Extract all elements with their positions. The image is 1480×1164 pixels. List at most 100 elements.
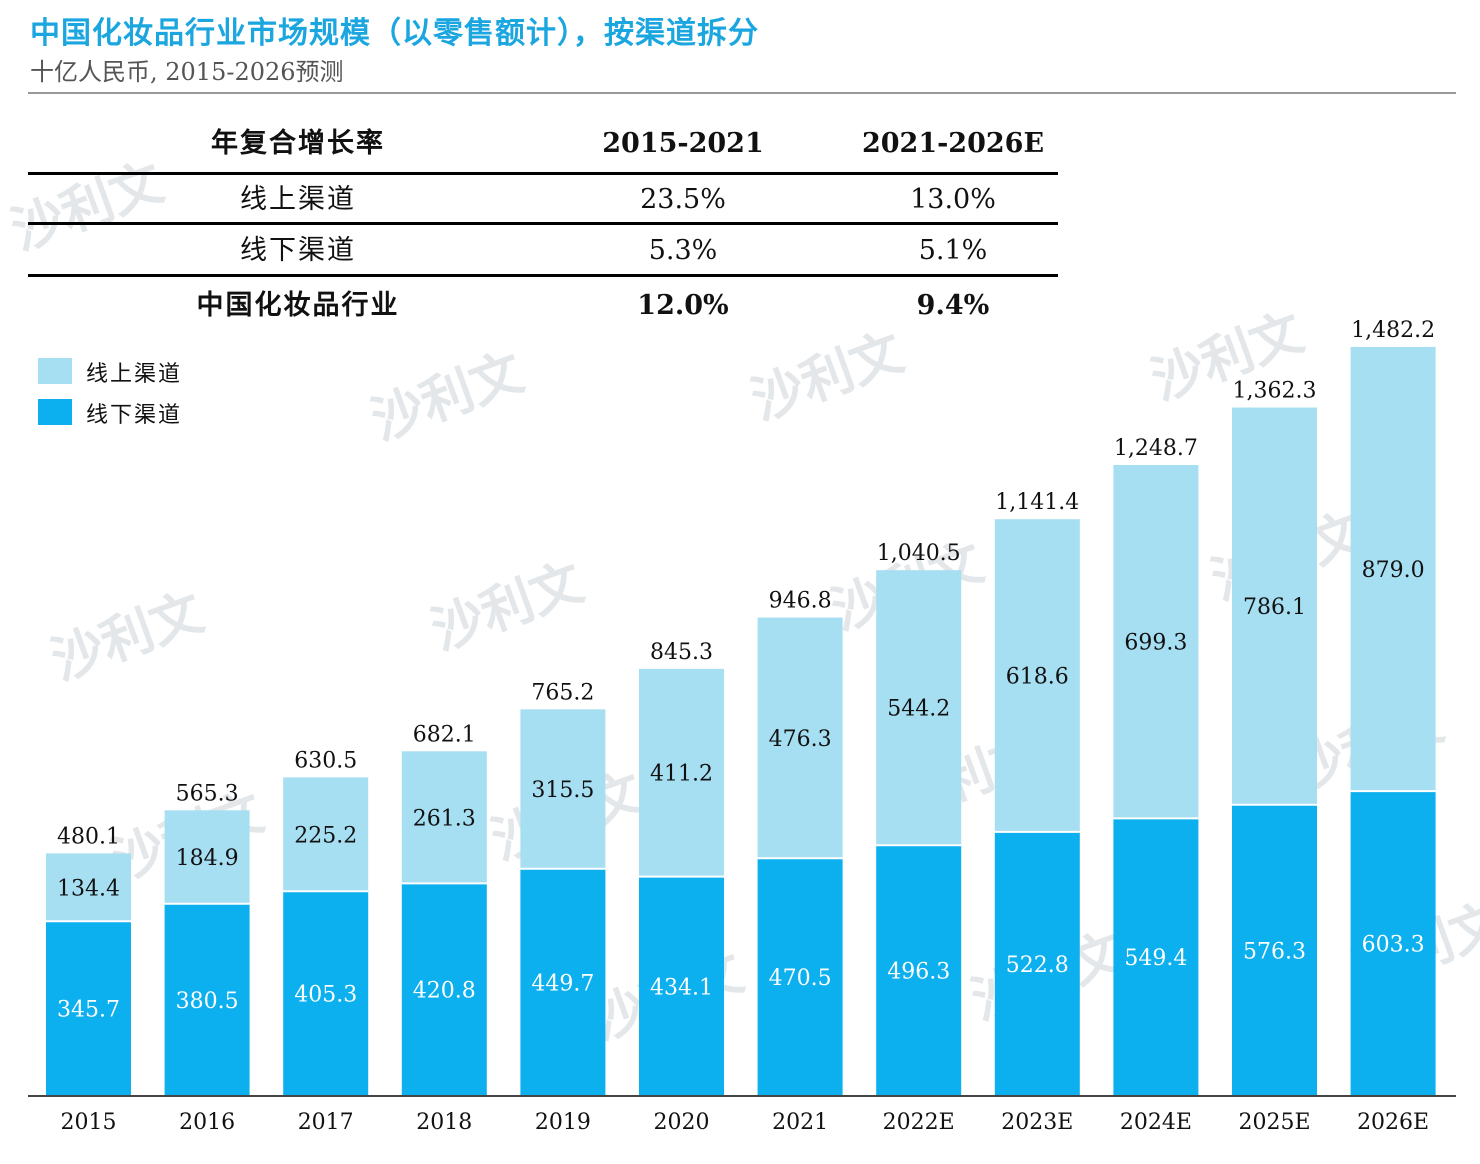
cagr-row-label: 线上渠道 — [240, 184, 356, 215]
cagr-row-total: 中国化妆品行业 12.0% 9.4% — [28, 280, 1058, 332]
online-value-label: 618.6 — [1006, 665, 1069, 690]
bar-offline — [994, 831, 1080, 1096]
offline-value-label: 449.7 — [531, 971, 594, 996]
cagr-header-period2: 2021-2026E — [861, 128, 1045, 159]
cagr-row-value: 5.3% — [648, 235, 718, 266]
bar-offline — [46, 921, 131, 1096]
bar-offline — [1113, 818, 1199, 1096]
total-value-label: 1,040.5 — [877, 541, 961, 566]
watermark-logo: 沙利文 — [424, 552, 591, 662]
bar-online — [520, 709, 606, 869]
online-value-label: 225.2 — [294, 823, 357, 848]
legend-swatch-offline — [38, 399, 72, 425]
online-value-label: 879.0 — [1362, 558, 1425, 583]
bar-offline — [164, 903, 250, 1096]
x-tick-label: 2020 — [654, 1110, 710, 1135]
x-tick-label: 2015 — [61, 1110, 117, 1135]
total-value-label: 1,482.2 — [1351, 318, 1435, 343]
total-value-label: 1,248.7 — [1114, 436, 1198, 461]
cagr-header-period1: 2015-2021 — [602, 128, 764, 159]
total-value-label: 682.1 — [413, 722, 476, 747]
cagr-row-value: 12.0% — [637, 290, 729, 321]
legend-label-online: 线上渠道 — [86, 362, 183, 387]
bar-online — [1350, 346, 1436, 792]
bar-online — [994, 519, 1080, 832]
cagr-header-row: 年复合增长率 2015-2021 2021-2026E — [28, 118, 1058, 170]
online-value-label: 699.3 — [1124, 631, 1187, 656]
bar-online — [401, 751, 487, 884]
table-divider — [28, 274, 1058, 277]
bar-offline — [1350, 791, 1436, 1096]
x-tick-label: 2025E — [1238, 1110, 1310, 1135]
x-tick-label: 2019 — [535, 1110, 591, 1135]
bar-offline — [1232, 804, 1317, 1096]
table-divider — [28, 222, 1058, 225]
offline-value-label: 434.1 — [650, 975, 713, 1000]
bar-offline — [876, 845, 962, 1096]
bar-online — [876, 570, 962, 846]
offline-value-label: 380.5 — [176, 989, 239, 1014]
total-value-label: 630.5 — [294, 748, 357, 773]
bar-online — [757, 617, 843, 859]
x-tick-label: 2023E — [1001, 1110, 1073, 1135]
cagr-header-label: 年复合增长率 — [211, 128, 385, 159]
bar-online — [639, 668, 724, 877]
cagr-row-online: 线上渠道 23.5% 13.0% — [28, 174, 1058, 226]
cagr-row-label: 中国化妆品行业 — [196, 290, 400, 321]
chart-subtitle: 十亿人民币, 2015-2026预测 — [30, 58, 344, 86]
watermark-logo: 沙利文 — [44, 582, 211, 692]
legend-label-offline: 线下渠道 — [86, 403, 183, 428]
offline-value-label: 420.8 — [413, 979, 476, 1004]
cagr-row-value: 13.0% — [910, 184, 996, 215]
total-value-label: 845.3 — [650, 640, 713, 665]
bar-offline — [283, 891, 369, 1096]
offline-value-label: 496.3 — [887, 960, 950, 985]
x-tick-label: 2024E — [1120, 1110, 1192, 1135]
total-value-label: 946.8 — [769, 589, 832, 614]
offline-value-label: 576.3 — [1243, 939, 1306, 964]
bar-online — [1232, 407, 1317, 805]
total-value-label: 565.3 — [176, 781, 239, 806]
online-value-label: 134.4 — [57, 876, 120, 901]
bar-online — [1113, 464, 1199, 819]
total-value-label: 765.2 — [531, 680, 594, 705]
x-tick-label: 2026E — [1357, 1110, 1429, 1135]
cagr-row-offline: 线下渠道 5.3% 5.1% — [28, 225, 1058, 277]
total-value-label: 480.1 — [57, 824, 120, 849]
online-value-label: 544.2 — [887, 697, 950, 722]
x-tick-label: 2022E — [883, 1110, 955, 1135]
legend-swatch-online — [38, 358, 72, 384]
bar-online — [164, 810, 250, 904]
offline-value-label: 405.3 — [294, 983, 357, 1008]
cagr-row-value: 23.5% — [640, 184, 726, 215]
bar-offline — [757, 858, 843, 1096]
x-tick-label: 2018 — [416, 1110, 472, 1135]
cagr-row-value: 5.1% — [918, 235, 988, 266]
watermark-logo: 沙利文 — [744, 322, 911, 432]
table-divider — [28, 172, 1058, 175]
title-divider — [28, 92, 1456, 94]
offline-value-label: 549.4 — [1124, 946, 1187, 971]
offline-value-label: 603.3 — [1362, 933, 1425, 958]
bar-offline — [520, 868, 606, 1096]
x-tick-label: 2021 — [772, 1110, 828, 1135]
bar-offline — [401, 883, 487, 1096]
offline-value-label: 522.8 — [1006, 953, 1069, 978]
bar-offline — [639, 876, 724, 1096]
online-value-label: 315.5 — [531, 778, 594, 803]
online-value-label: 184.9 — [176, 846, 239, 871]
chart-title: 中国化妆品行业市场规模（以零售额计），按渠道拆分 — [30, 16, 759, 51]
cagr-row-value: 9.4% — [916, 290, 990, 321]
online-value-label: 786.1 — [1243, 595, 1306, 620]
total-value-label: 1,362.3 — [1233, 379, 1317, 404]
online-value-label: 476.3 — [769, 727, 832, 752]
cagr-row-label: 线下渠道 — [240, 235, 356, 266]
bar-online — [283, 777, 369, 892]
x-tick-label: 2016 — [179, 1110, 235, 1135]
offline-value-label: 470.5 — [769, 966, 832, 991]
watermark-logo: 沙利文 — [364, 342, 531, 452]
offline-value-label: 345.7 — [57, 998, 120, 1023]
bar-online — [46, 853, 131, 922]
total-value-label: 1,141.4 — [995, 490, 1079, 515]
